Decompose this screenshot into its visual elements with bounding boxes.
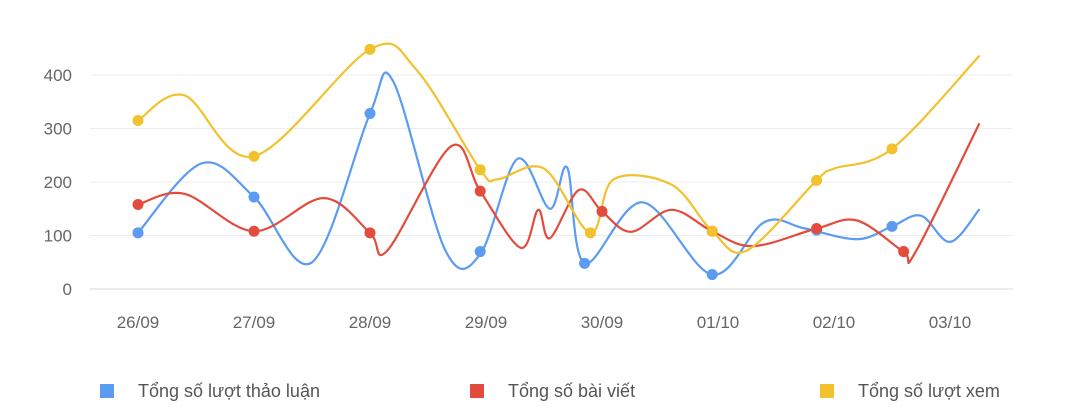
legend-swatch	[100, 384, 114, 398]
data-point[interactable]	[132, 227, 144, 239]
y-tick-label: 100	[44, 227, 72, 246]
y-tick-label: 200	[44, 173, 72, 192]
series-line-2	[136, 123, 981, 265]
y-tick-label: 300	[44, 120, 72, 139]
legend-label: Tổng số lượt thảo luận	[138, 381, 320, 401]
data-point[interactable]	[248, 225, 260, 237]
data-point[interactable]	[474, 246, 486, 258]
data-point[interactable]	[474, 164, 486, 176]
marker-layer	[132, 43, 910, 281]
legend-label: Tổng số bài viết	[508, 381, 635, 401]
legend-item-1[interactable]: Tổng số lượt thảo luận	[100, 381, 320, 401]
series-line-1	[136, 71, 981, 276]
y-tick-label: 400	[44, 66, 72, 85]
x-tick-label: 29/09	[465, 313, 508, 332]
series-layer	[136, 42, 981, 276]
data-point[interactable]	[811, 174, 823, 186]
x-tick-label: 28/09	[349, 313, 392, 332]
data-point[interactable]	[579, 257, 591, 269]
x-tick-label: 01/10	[697, 313, 740, 332]
grid-layer	[90, 74, 1013, 290]
data-point[interactable]	[364, 227, 376, 239]
data-point[interactable]	[248, 150, 260, 162]
data-point[interactable]	[706, 225, 718, 237]
data-point[interactable]	[596, 205, 608, 217]
data-point[interactable]	[474, 185, 486, 197]
axis-layer: 0 100 200 300 400 26/09 27/09 28/09 29/09 30/09 01…	[44, 66, 972, 332]
data-point[interactable]	[706, 269, 718, 281]
x-tick-label: 27/09	[233, 313, 276, 332]
y-tick-label: 0	[63, 280, 72, 299]
x-tick-label: 30/09	[581, 313, 624, 332]
legend-swatch	[820, 384, 834, 398]
data-point[interactable]	[364, 43, 376, 55]
data-point[interactable]	[364, 108, 376, 120]
data-point[interactable]	[132, 114, 144, 126]
data-point[interactable]	[898, 246, 910, 258]
data-point[interactable]	[886, 220, 898, 232]
x-tick-label: 26/09	[117, 313, 160, 332]
data-point[interactable]	[248, 191, 260, 203]
legend[interactable]: Tổng số lượt thảo luận Tổng số bài viết Tổ…	[100, 381, 1000, 401]
legend-item-2[interactable]: Tổng số bài viết	[470, 381, 635, 401]
data-point[interactable]	[584, 227, 596, 239]
legend-label: Tổng số lượt xem	[858, 381, 1000, 401]
data-point[interactable]	[811, 223, 823, 235]
x-tick-label: 02/10	[813, 313, 856, 332]
legend-swatch	[470, 384, 484, 398]
data-point[interactable]	[132, 198, 144, 210]
data-point[interactable]	[886, 143, 898, 155]
x-tick-label: 03/10	[929, 313, 972, 332]
legend-item-3[interactable]: Tổng số lượt xem	[820, 381, 1000, 401]
